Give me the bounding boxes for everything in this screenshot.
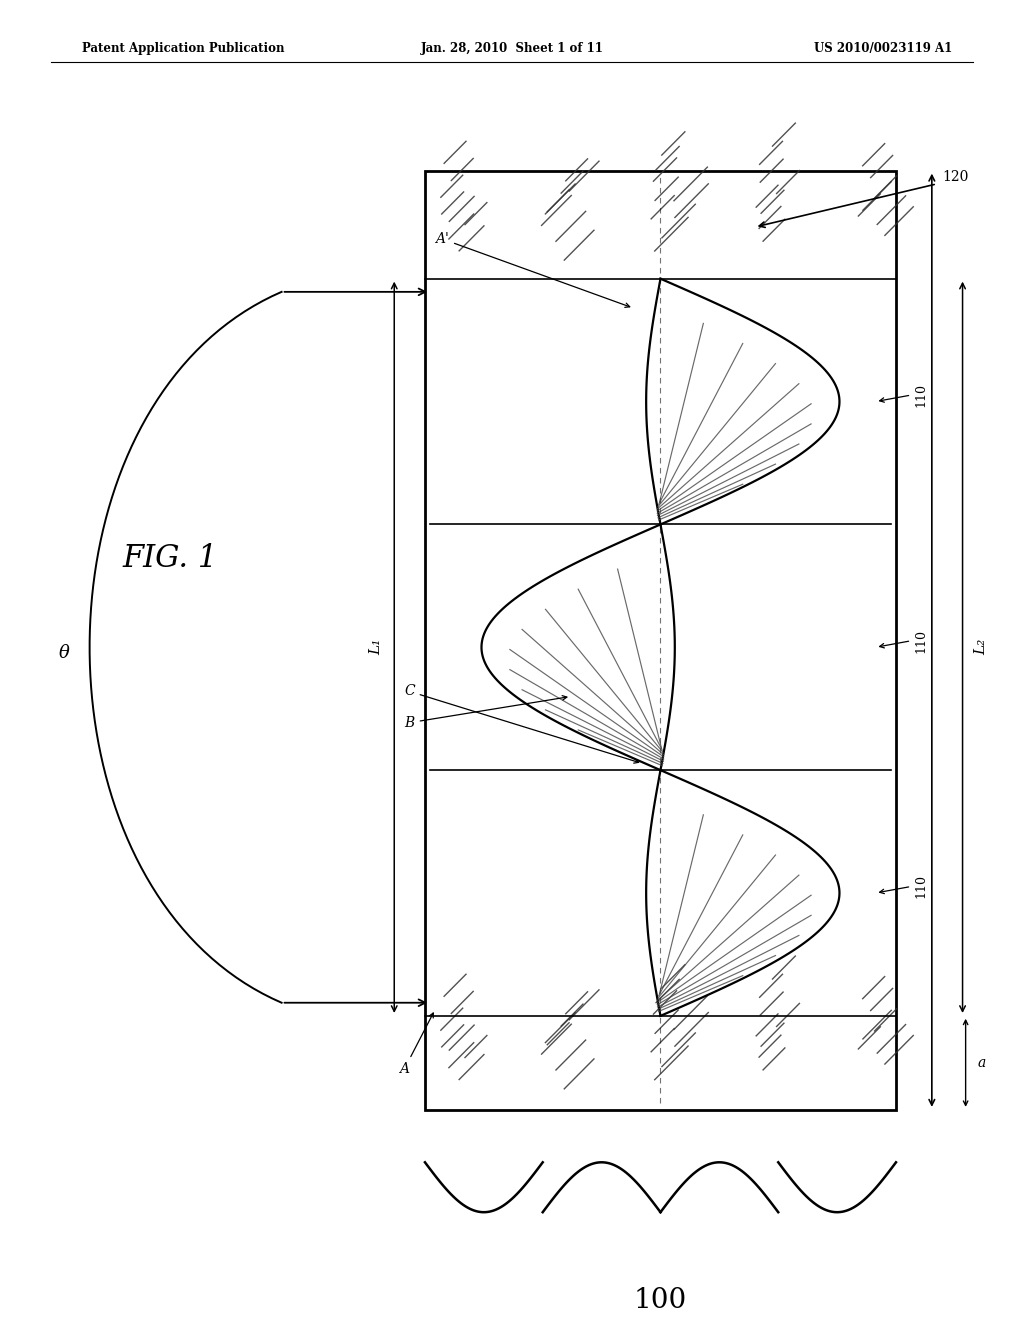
Text: 120: 120 (942, 170, 969, 185)
Text: 110: 110 (914, 383, 928, 407)
Text: 110: 110 (914, 628, 928, 652)
Text: a: a (978, 1056, 986, 1069)
Text: Jan. 28, 2010  Sheet 1 of 11: Jan. 28, 2010 Sheet 1 of 11 (421, 42, 603, 55)
Text: US 2010/0023119 A1: US 2010/0023119 A1 (814, 42, 952, 55)
Text: L₂: L₂ (974, 639, 988, 656)
Text: 110: 110 (914, 874, 928, 899)
Text: C: C (404, 684, 639, 763)
Text: L₁: L₁ (369, 639, 383, 656)
Text: A: A (399, 1012, 433, 1076)
Text: FIG. 1: FIG. 1 (123, 543, 218, 574)
Text: A': A' (435, 232, 630, 308)
Text: 100: 100 (634, 1287, 687, 1315)
Text: Patent Application Publication: Patent Application Publication (82, 42, 285, 55)
Bar (425, 170, 896, 1110)
Text: θ: θ (58, 644, 70, 663)
Text: B: B (404, 696, 567, 730)
